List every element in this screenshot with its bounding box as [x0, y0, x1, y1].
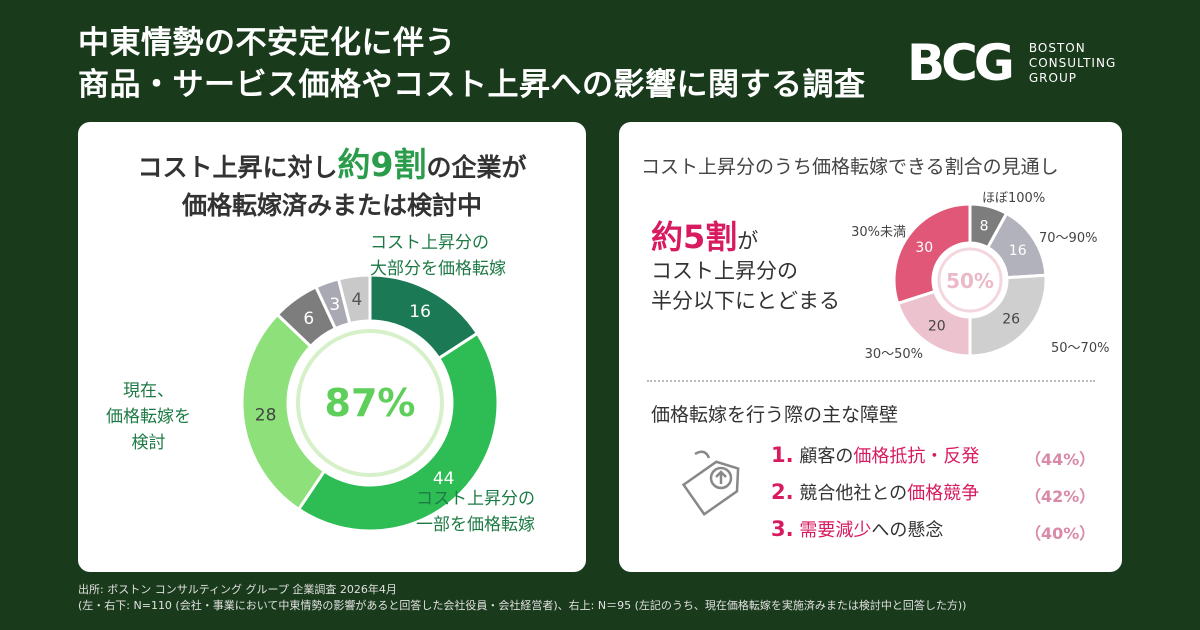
left-center-label: 87% [325, 381, 416, 425]
right-key-message: 約5割が コスト上昇分の 半分以下にとどまる [651, 218, 840, 313]
donut-hole [933, 243, 1007, 317]
price-tag-icon [681, 450, 740, 516]
category-label: 50～70% [1051, 341, 1109, 356]
footer-notes: 出所: ボストン コンサルティング グループ 企業調査 2026年4月 (左・右… [78, 583, 967, 612]
page-title: 中東情勢の不安定化に伴う 商品・サービス価格やコスト上昇への影響に関する調査 [78, 25, 866, 103]
value-label: 8 [980, 218, 989, 234]
barrier-heading: 価格転嫁を行う際の主な障壁 [651, 404, 899, 426]
barrier-item-3: 3. 需要減少への懸念 [771, 517, 944, 541]
barrier-item-1: 1. 顧客の価格抵抗・反発 [771, 443, 980, 467]
category-label: 70～90% [1039, 231, 1097, 246]
value-label: 16 [1009, 243, 1027, 259]
left-heading: コスト上昇に対し約9割の企業が 価格転嫁済みまたは検討中 [137, 145, 527, 221]
divider [647, 380, 1095, 382]
value-label: 3 [329, 295, 340, 315]
value-label: 30 [915, 240, 933, 256]
barrier-pct-1: （44%） [1025, 450, 1096, 469]
value-label: 28 [255, 406, 277, 426]
value-label: 44 [433, 469, 455, 489]
barrier-pct-3: （40%） [1025, 524, 1096, 543]
category-label: 30%未満 [851, 225, 906, 240]
value-label: 6 [303, 309, 314, 329]
label-considering: 現在、 価格転嫁を 検討 [106, 381, 191, 453]
right-heading: コスト上昇分のうち価格転嫁できる割合の見通し [641, 156, 1059, 178]
logo-mark: BCG [907, 34, 1015, 92]
donut-hole [288, 321, 452, 485]
center-ring [937, 247, 1003, 313]
category-label: 30～50% [865, 347, 923, 362]
left-panel: コスト上昇に対し約9割の企業が 価格転嫁済みまたは検討中 16 44 28 6 3 4 8… [78, 122, 586, 572]
logo-text: BOSTON CONSULTING GROUP [1028, 40, 1117, 85]
barrier-item-2: 2. 競合他社との価格競争 [771, 480, 980, 504]
bcg-logo: BCG BOSTON CONSULTING GROUP [907, 38, 1116, 88]
value-label: 20 [928, 319, 946, 335]
value-label: 26 [1002, 312, 1020, 328]
label-partial-transfer: コスト上昇分の 一部を価格転嫁 [416, 489, 535, 535]
category-label: ほぼ100% [982, 191, 1045, 206]
barrier-pct-2: （42%） [1025, 487, 1096, 506]
left-donut-chart: 16 44 28 63 4 87% [240, 273, 500, 533]
right-panel: コスト上昇分のうち価格転嫁できる割合の見通し 約5割が コスト上昇分の 半分以下… [619, 122, 1122, 572]
right-center-label: 50% [946, 269, 994, 293]
center-ring [296, 329, 444, 477]
label-large-transfer: コスト上昇分の 大部分を価格転嫁 [370, 233, 506, 279]
value-label: 4 [352, 290, 363, 310]
value-label: 16 [409, 302, 431, 322]
right-donut-chart: 8 ほぼ100% 16 70～90% 26 50～70% 20 30～50% 30 30%未満 5… [851, 191, 1109, 362]
